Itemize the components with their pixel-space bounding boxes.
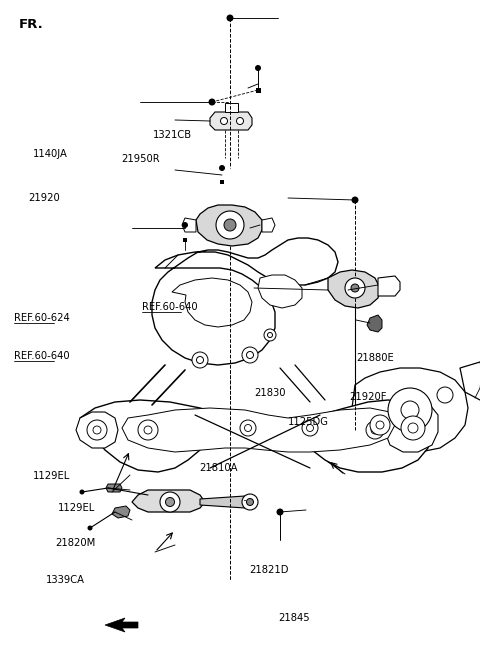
Text: 21820M: 21820M bbox=[55, 538, 96, 548]
Polygon shape bbox=[200, 496, 250, 508]
Circle shape bbox=[80, 489, 84, 494]
Circle shape bbox=[87, 420, 107, 440]
Circle shape bbox=[87, 526, 93, 531]
Circle shape bbox=[227, 14, 233, 21]
Circle shape bbox=[247, 498, 253, 505]
Bar bbox=[255, 87, 261, 93]
Circle shape bbox=[240, 420, 256, 436]
Circle shape bbox=[371, 426, 379, 434]
Polygon shape bbox=[80, 400, 432, 472]
Circle shape bbox=[160, 492, 180, 512]
Text: 21845: 21845 bbox=[278, 612, 310, 623]
Polygon shape bbox=[210, 112, 252, 130]
Polygon shape bbox=[460, 358, 480, 405]
Text: 21920F: 21920F bbox=[349, 391, 387, 402]
Circle shape bbox=[302, 420, 318, 436]
Text: 21950R: 21950R bbox=[121, 154, 159, 164]
Text: 21821D: 21821D bbox=[250, 565, 289, 575]
Polygon shape bbox=[172, 278, 252, 327]
Circle shape bbox=[192, 352, 208, 368]
Circle shape bbox=[242, 347, 258, 363]
Circle shape bbox=[242, 494, 258, 510]
Circle shape bbox=[351, 196, 359, 203]
Polygon shape bbox=[105, 618, 138, 632]
Circle shape bbox=[388, 388, 432, 432]
Circle shape bbox=[216, 211, 244, 239]
Text: 1129EL: 1129EL bbox=[33, 471, 70, 481]
Circle shape bbox=[224, 219, 236, 231]
Text: REF.60-640: REF.60-640 bbox=[142, 302, 197, 312]
Bar bbox=[183, 238, 187, 242]
Circle shape bbox=[237, 117, 243, 124]
Polygon shape bbox=[112, 506, 130, 518]
Text: REF.60-624: REF.60-624 bbox=[14, 312, 70, 323]
Circle shape bbox=[408, 423, 418, 433]
Circle shape bbox=[276, 509, 284, 516]
Circle shape bbox=[255, 65, 261, 71]
Text: 21920: 21920 bbox=[28, 192, 60, 203]
Circle shape bbox=[244, 424, 252, 432]
Circle shape bbox=[219, 165, 225, 171]
Circle shape bbox=[208, 98, 216, 106]
Circle shape bbox=[401, 401, 419, 419]
Circle shape bbox=[196, 356, 204, 364]
Circle shape bbox=[370, 415, 390, 435]
Polygon shape bbox=[378, 276, 400, 296]
Circle shape bbox=[376, 421, 384, 429]
Text: 1140JA: 1140JA bbox=[33, 149, 68, 159]
Circle shape bbox=[182, 222, 188, 228]
Polygon shape bbox=[152, 238, 338, 365]
Polygon shape bbox=[182, 218, 196, 232]
Polygon shape bbox=[132, 490, 205, 512]
Circle shape bbox=[264, 329, 276, 341]
Polygon shape bbox=[106, 484, 122, 492]
Polygon shape bbox=[385, 400, 438, 452]
Text: FR.: FR. bbox=[19, 18, 44, 31]
Circle shape bbox=[307, 424, 313, 432]
Circle shape bbox=[267, 332, 273, 338]
Circle shape bbox=[138, 420, 158, 440]
Circle shape bbox=[220, 117, 228, 124]
Polygon shape bbox=[262, 218, 275, 232]
Circle shape bbox=[247, 351, 253, 358]
Text: 1129EL: 1129EL bbox=[58, 503, 95, 513]
Polygon shape bbox=[258, 275, 302, 308]
Polygon shape bbox=[367, 315, 382, 332]
Polygon shape bbox=[352, 368, 468, 452]
Text: REF.60-640: REF.60-640 bbox=[14, 351, 70, 362]
Text: 21830: 21830 bbox=[254, 388, 286, 398]
Circle shape bbox=[166, 498, 175, 507]
Polygon shape bbox=[76, 412, 118, 448]
Circle shape bbox=[93, 426, 101, 434]
Circle shape bbox=[351, 284, 359, 292]
Text: 21880E: 21880E bbox=[356, 353, 394, 363]
Text: 1321CB: 1321CB bbox=[153, 130, 192, 140]
Polygon shape bbox=[122, 408, 395, 452]
Polygon shape bbox=[328, 270, 380, 308]
Bar bbox=[220, 180, 224, 184]
Polygon shape bbox=[196, 205, 262, 246]
Text: 1125DG: 1125DG bbox=[288, 417, 329, 428]
Circle shape bbox=[345, 278, 365, 298]
Circle shape bbox=[144, 426, 152, 434]
Circle shape bbox=[437, 387, 453, 403]
Circle shape bbox=[366, 421, 384, 439]
Text: 1339CA: 1339CA bbox=[46, 575, 84, 585]
Circle shape bbox=[401, 416, 425, 440]
Polygon shape bbox=[225, 103, 238, 112]
Text: 21810A: 21810A bbox=[199, 463, 238, 473]
